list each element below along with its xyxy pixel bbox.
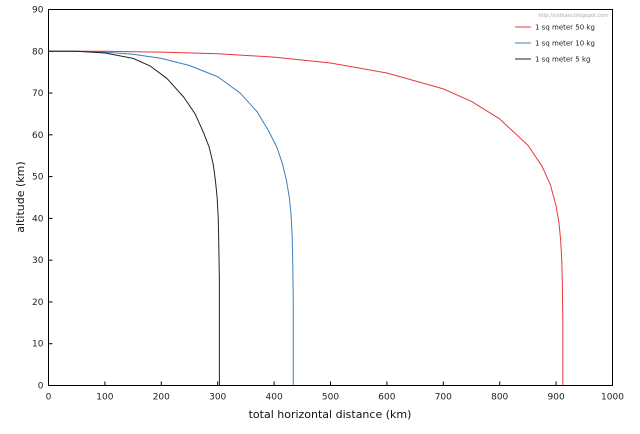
y-tick-label: 10	[32, 340, 44, 350]
y-axis-title: altitude (km)	[14, 161, 27, 232]
x-tick-label: 600	[378, 393, 395, 403]
x-tick-label: 800	[491, 393, 508, 403]
x-tick-label: 400	[266, 393, 283, 403]
legend: 1 sq meter 50 kg 1 sq meter 10 kg 1 sq met…	[515, 24, 595, 64]
series-line-3	[48, 50, 220, 386]
x-axis-ticks: 0 100 200 300 400 500 600 700 800 900 1000	[46, 381, 624, 403]
x-tick-label: 0	[46, 393, 52, 403]
y-tick-label: 30	[32, 256, 44, 266]
x-tick-label: 900	[548, 393, 565, 403]
x-tick-label: 100	[96, 393, 113, 403]
y-tick-label: 50	[32, 173, 44, 183]
y-tick-label: 0	[38, 382, 44, 392]
x-tick-label: 300	[209, 393, 226, 403]
series-line-1	[48, 50, 564, 386]
series-line-2	[48, 50, 294, 386]
y-tick-label: 70	[32, 89, 44, 99]
y-tick-label: 20	[32, 298, 44, 308]
x-axis-title: total horizontal distance (km)	[249, 408, 412, 421]
y-tick-label: 60	[32, 131, 44, 141]
y-tick-label: 40	[32, 214, 44, 224]
x-tick-label: 200	[153, 393, 170, 403]
x-tick-label: 1000	[601, 393, 624, 403]
x-tick-label: 500	[322, 393, 339, 403]
legend-label-3: 1 sq meter 5 kg	[535, 56, 590, 64]
y-axis-ticks: 0 10 20 30 40 50 60 70 80 90	[32, 6, 53, 392]
y-tick-label: 90	[32, 6, 44, 16]
y-tick-label: 80	[32, 47, 44, 57]
legend-label-1: 1 sq meter 50 kg	[535, 24, 595, 32]
watermark: http://cotharo.blogspot.com	[538, 13, 608, 19]
plot-frame	[48, 9, 613, 386]
series-lines	[48, 50, 564, 386]
x-tick-label: 700	[435, 393, 452, 403]
legend-label-2: 1 sq meter 10 kg	[535, 40, 595, 48]
